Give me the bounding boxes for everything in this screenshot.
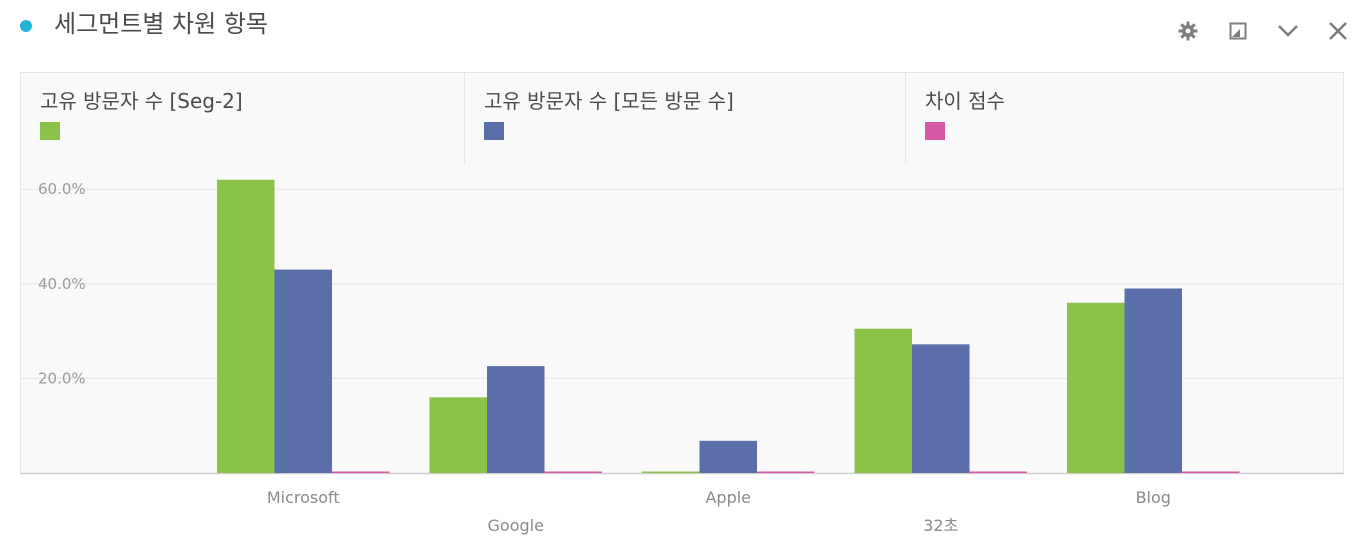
bar-seg2: [642, 471, 700, 473]
bar-diff-score: [757, 471, 815, 473]
panel-toolbar: [1173, 16, 1353, 46]
legend-item-seg2[interactable]: 고유 방문자 수 [Seg-2]: [21, 73, 464, 163]
bar-seg2: [854, 328, 912, 473]
bar-all-visits: [274, 269, 332, 473]
y-tick-label: 20.0%: [38, 369, 86, 387]
x-category-label: Microsoft: [267, 488, 340, 507]
legend-item-diff-score[interactable]: 차이 점수: [905, 73, 1345, 163]
gear-icon[interactable]: [1173, 16, 1203, 46]
bar-all-visits: [912, 344, 970, 473]
bar-seg2: [217, 179, 275, 474]
chevron-down-icon[interactable]: [1273, 16, 1303, 46]
bar-diff-score: [332, 471, 390, 473]
legend-label: 고유 방문자 수 [모든 방문 수]: [484, 89, 734, 113]
y-tick-label: 60.0%: [38, 180, 86, 198]
x-category-label: Google: [488, 516, 544, 535]
bar-all-visits: [699, 440, 757, 473]
bar-all-visits: [1124, 288, 1182, 473]
y-tick-label: 40.0%: [38, 275, 86, 293]
legend-swatch: [484, 122, 504, 140]
status-dot: [20, 20, 32, 32]
legend-swatch: [40, 122, 60, 140]
bar-seg2: [429, 397, 487, 473]
legend-swatch: [925, 122, 945, 140]
title-bar: 세그먼트별 차원 항목: [0, 0, 1367, 60]
bar-diff-score: [969, 471, 1027, 473]
x-category-label: Apple: [705, 488, 751, 507]
close-icon[interactable]: [1323, 16, 1353, 46]
resize-icon[interactable]: [1223, 16, 1253, 46]
legend-label: 차이 점수: [925, 89, 1005, 113]
bar-seg2: [1067, 302, 1125, 473]
bar-diff-score: [544, 471, 602, 473]
bar-diff-score: [1182, 471, 1240, 473]
chart-legend: 고유 방문자 수 [Seg-2] 고유 방문자 수 [모든 방문 수] 차이 점…: [21, 73, 1343, 163]
panel-title: 세그먼트별 차원 항목: [54, 10, 268, 38]
legend-item-all-visits[interactable]: 고유 방문자 수 [모든 방문 수]: [464, 73, 905, 163]
bar-all-visits: [487, 366, 545, 473]
x-category-label: Blog: [1136, 488, 1171, 507]
legend-label: 고유 방문자 수 [Seg-2]: [40, 89, 243, 113]
x-category-label: 32초: [923, 516, 958, 535]
